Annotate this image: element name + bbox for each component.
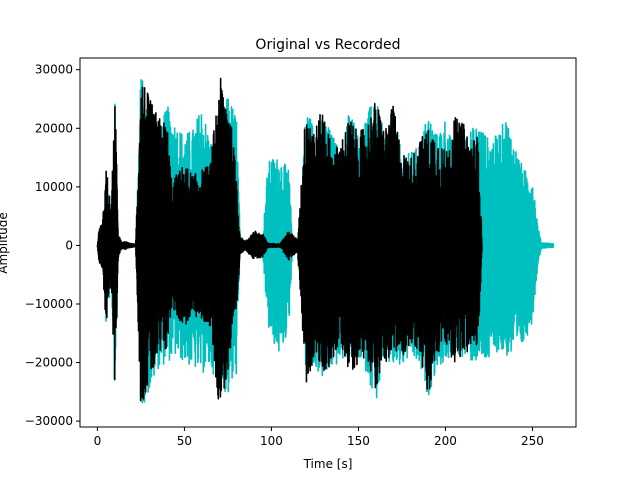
x-tick-label: 100: [260, 434, 283, 448]
x-tick-label: 250: [521, 434, 544, 448]
x-tick-label: 50: [177, 434, 192, 448]
axes-frame: [79, 57, 577, 428]
y-axis-label: Amplitude: [0, 212, 10, 274]
y-tick-label: −10000: [25, 297, 73, 311]
y-tick-label: −30000: [25, 414, 73, 428]
y-tick-label: −20000: [25, 356, 73, 370]
x-tick-label: 200: [434, 434, 457, 448]
chart-title: Original vs Recorded: [255, 37, 400, 53]
x-tick-label: 0: [94, 434, 102, 448]
x-tick-label: 150: [347, 434, 370, 448]
ticks-layer: 0 50 100 150 200 250 −30000 −20000 −10000 0 10000 2…: [25, 63, 544, 448]
y-tick-label: 10000: [35, 180, 73, 194]
x-axis-label: Time [s]: [303, 457, 353, 471]
y-tick-label: 30000: [35, 63, 73, 77]
series-layer: [96, 77, 555, 404]
y-tick-label: 20000: [35, 121, 73, 135]
y-tick-label: 0: [65, 238, 73, 252]
series-line-recorded: [96, 77, 483, 402]
